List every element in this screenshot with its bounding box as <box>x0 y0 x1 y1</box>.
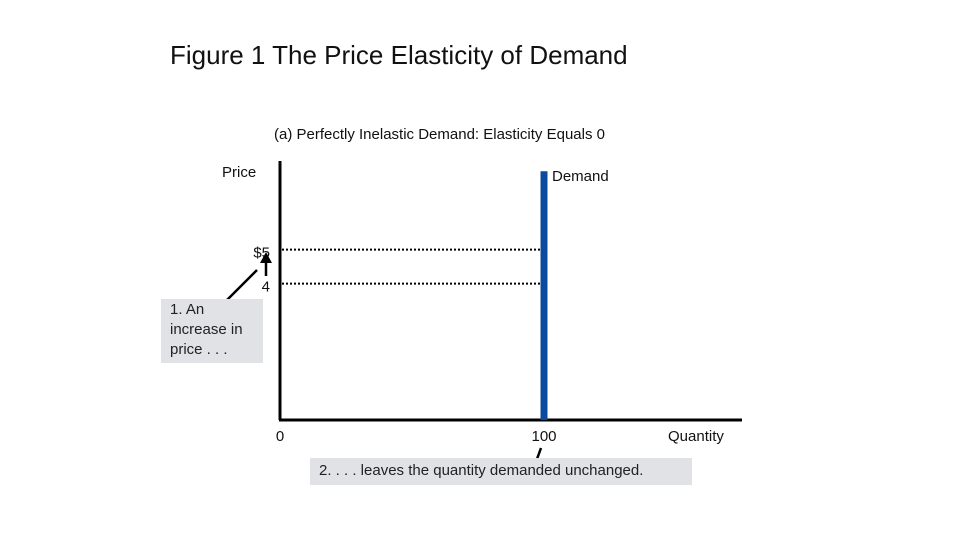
demand-series-label: Demand <box>552 168 609 185</box>
price-change-annotation: 1. An increase in price . . . <box>161 299 263 363</box>
chart-title: (a) Perfectly Inelastic Demand: Elastici… <box>274 126 605 143</box>
figure-title: Figure 1 The Price Elasticity of Demand <box>170 40 628 70</box>
price-annotation-pointer <box>225 269 258 302</box>
x-tick-label-100: 100 <box>531 428 556 445</box>
price-increase-arrow-head <box>260 252 272 263</box>
quantity-annotation-pointer <box>535 447 543 460</box>
x-axis-label: Quantity <box>668 428 724 445</box>
y-tick-label-4: 4 <box>262 279 270 296</box>
x-tick-label-0: 0 <box>276 428 284 445</box>
y-axis-label: Price <box>222 164 256 181</box>
quantity-change-annotation: 2. . . . leaves the quantity demanded un… <box>310 458 692 485</box>
